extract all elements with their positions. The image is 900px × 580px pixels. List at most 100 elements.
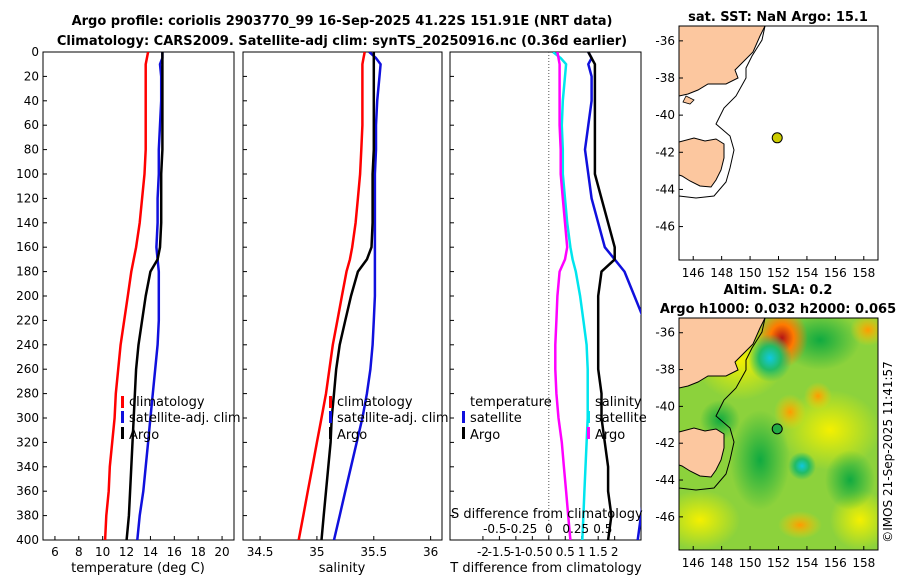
temperature-series: [103, 52, 164, 540]
x-tick-label: 6: [51, 545, 59, 559]
y-tick-label: 160: [16, 240, 39, 254]
lon-tick-label: 154: [795, 556, 818, 570]
lat-tick-label: -38: [655, 71, 675, 85]
x-tick-label: -1.5: [488, 545, 511, 559]
lat-tick-label: -42: [655, 145, 675, 159]
legend-head-salinity: salinity: [595, 395, 642, 410]
y-tick-label: 340: [16, 460, 39, 474]
salinity-legend: climatology satellite-adj. clim Argo: [329, 395, 449, 443]
sla-field: [679, 318, 878, 550]
y-tick-label: 220: [16, 313, 39, 327]
x-tick-label: -0.5: [521, 545, 544, 559]
temperature-ticks: 0 20 40 60 80 100 120 140 160 180 200 220 240 260 280 3…: [16, 45, 230, 559]
lon-tick-label: 150: [739, 266, 762, 280]
s-tick-label: 0: [545, 522, 553, 536]
salinity-xlabel: salinity: [319, 561, 366, 576]
difference-series: [552, 52, 641, 540]
legend-swatch-s-argo: [587, 427, 590, 439]
lon-tick-label: 152: [767, 266, 790, 280]
x-tick-label: 20: [214, 545, 229, 559]
y-tick-label: 40: [24, 94, 39, 108]
temperature-legend: climatology satellite-adj. clim Argo: [121, 395, 241, 443]
lat-tick-label: -36: [655, 326, 675, 340]
lon-tick-label: 152: [767, 556, 790, 570]
y-tick-label: 20: [24, 69, 39, 83]
legend-swatch-climatology: [329, 396, 332, 408]
y-tick-label: 100: [16, 167, 39, 181]
salinity-series: [297, 52, 382, 540]
lon-tick-label: 148: [710, 266, 733, 280]
series-line-climatology: [103, 52, 150, 540]
legend-label-t-argo: Argo: [470, 428, 500, 443]
legend-swatch-satellite: [121, 411, 124, 423]
sla-map-ticks: 146 148 150 152 154 156 158 -36 -38 -40 -42 -44 -46: [655, 326, 875, 570]
y-tick-label: 300: [16, 411, 39, 425]
legend-swatch-climatology: [121, 396, 124, 408]
x-tick-label: 1: [578, 545, 586, 559]
y-tick-label: 320: [16, 435, 39, 449]
figure-title-line1: Argo profile: coriolis 2903770_99 16-Sep…: [72, 14, 613, 29]
s-difference-xlabel: S difference from climatology: [451, 507, 643, 522]
series-line-satellite-s: [552, 52, 589, 540]
lat-tick-label: -40: [655, 399, 675, 413]
x-tick-label: 8: [75, 545, 83, 559]
difference-legend: temperature satellite Argo salinity sate…: [462, 395, 647, 443]
y-tick-label: 200: [16, 289, 39, 303]
sst-map-ticks: 146 148 150 152 154 156 158 -36 -38 -40 -42 -44 -46: [655, 34, 875, 280]
series-line-argo: [125, 52, 164, 540]
legend-head-temperature: temperature: [470, 395, 552, 410]
legend-label-s-satellite: satellite: [595, 411, 647, 426]
difference-axes-box: [449, 51, 642, 541]
y-tick-label: 240: [16, 338, 39, 352]
x-tick-label: 2: [611, 545, 619, 559]
x-tick-label: 34.5: [247, 545, 274, 559]
t-difference-xlabel: T difference from climatology: [449, 561, 642, 576]
lat-tick-label: -42: [655, 436, 675, 450]
y-tick-label: 180: [16, 265, 39, 279]
x-tick-label: 35: [309, 545, 324, 559]
legend-label-satellite: satellite-adj. clim: [129, 411, 241, 426]
legend-label-satellite: satellite-adj. clim: [337, 411, 449, 426]
legend-swatch-argo: [329, 427, 332, 439]
argo-float-marker: [771, 423, 783, 435]
s-tick-label: -0.25: [506, 522, 537, 536]
island: [682, 95, 695, 105]
lon-tick-label: 158: [852, 556, 875, 570]
s-tick-label: 0.5: [593, 522, 612, 536]
lon-tick-label: 158: [852, 266, 875, 280]
series-line-satellite-adj-clim: [332, 52, 382, 540]
x-tick-label: 36: [423, 545, 438, 559]
s-difference-ticks: -0.5 -0.25 0 0.25 0.5: [483, 522, 612, 536]
lat-tick-label: -44: [655, 182, 675, 196]
legend-swatch-s-satellite: [587, 411, 590, 423]
lon-tick-label: 156: [824, 266, 847, 280]
x-tick-label: 12: [119, 545, 134, 559]
salinity-panel: 34.5 35 35.5 36 salinity climatology satell…: [242, 51, 449, 576]
legend-label-argo: Argo: [129, 428, 159, 443]
lon-tick-label: 148: [710, 556, 733, 570]
x-tick-label: 35.5: [360, 545, 387, 559]
legend-label-climatology: climatology: [337, 395, 413, 410]
legend-label-s-argo: Argo: [595, 428, 625, 443]
lat-tick-label: -46: [655, 510, 675, 524]
series-line-argo-t: [587, 52, 616, 540]
mainland-australia: [679, 318, 766, 389]
difference-ticks: -2-1.5-1-0.5 0 0.5 1 1.5 2: [450, 51, 619, 559]
series-line-satellite-t: [583, 52, 641, 540]
tasmania: [679, 137, 725, 188]
y-tick-label: 140: [16, 216, 39, 230]
x-tick-label: 1.5: [589, 545, 608, 559]
lat-tick-label: -44: [655, 473, 675, 487]
legend-swatch-t-satellite: [462, 411, 465, 423]
sla-map-title1: Altim. SLA: 0.2: [724, 283, 833, 298]
x-tick-label: 16: [167, 545, 182, 559]
sst-map: sat. SST: NaN Argo: 15.1 146 148 150 152 154…: [655, 10, 879, 280]
lat-tick-label: -46: [655, 220, 675, 234]
sla-map-title2: Argo h1000: 0.032 h2000: 0.065: [660, 302, 896, 317]
s-tick-label: -0.5: [483, 522, 506, 536]
x-tick-label: 0: [545, 545, 553, 559]
imos-timestamp-watermark: ©IMOS 21-Sep-2025 11:41:57: [881, 361, 895, 543]
y-tick-label: 260: [16, 362, 39, 376]
temperature-panel: 0 20 40 60 80 100 120 140 160 180 200 220 240 260 280 3…: [16, 45, 241, 576]
